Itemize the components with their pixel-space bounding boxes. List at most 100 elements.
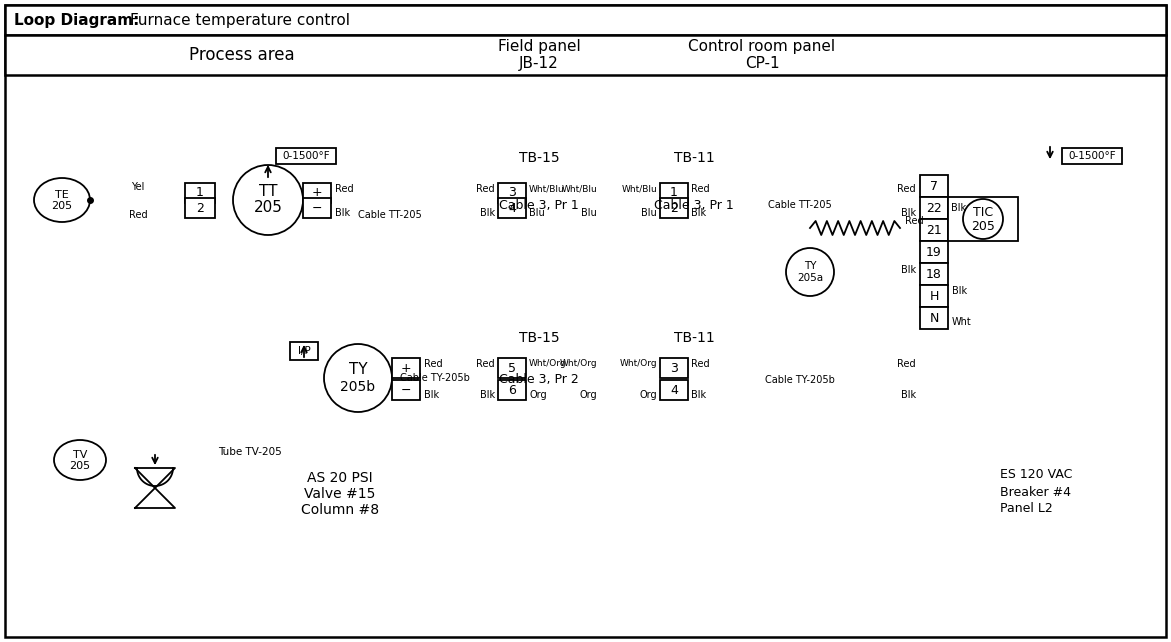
Text: Blk: Blk	[900, 265, 916, 275]
Text: Blk: Blk	[335, 208, 350, 218]
Text: 5: 5	[508, 361, 516, 374]
Text: 1: 1	[196, 186, 204, 200]
Text: TB-11: TB-11	[673, 151, 714, 165]
Text: N: N	[930, 311, 939, 324]
Text: AS 20 PSI: AS 20 PSI	[307, 471, 372, 485]
Text: Red: Red	[691, 359, 710, 369]
Text: Red: Red	[905, 216, 924, 226]
Text: Red: Red	[129, 210, 148, 220]
Text: Blk: Blk	[951, 203, 966, 213]
Ellipse shape	[54, 440, 107, 480]
Bar	[660, 358, 689, 378]
Bar	[5, 35, 1166, 75]
Text: H: H	[930, 290, 939, 302]
Bar	[660, 198, 689, 218]
Bar	[392, 380, 420, 400]
Bar	[920, 263, 949, 285]
Text: Org: Org	[639, 390, 657, 400]
Text: 22: 22	[926, 202, 941, 214]
Text: Red: Red	[897, 184, 916, 194]
Text: Wht/Org: Wht/Org	[529, 360, 567, 369]
Bar	[498, 358, 526, 378]
Text: Field panel
JB-12: Field panel JB-12	[498, 39, 581, 71]
Text: 4: 4	[670, 383, 678, 397]
Text: Blk: Blk	[691, 208, 706, 218]
Text: Panel L2: Panel L2	[1000, 503, 1053, 516]
Bar	[1062, 148, 1122, 164]
Text: 21: 21	[926, 223, 941, 236]
Text: Red: Red	[424, 359, 443, 369]
Bar	[920, 219, 949, 241]
Ellipse shape	[324, 344, 392, 412]
Text: Org: Org	[529, 390, 547, 400]
Text: Blk: Blk	[900, 208, 916, 218]
Bar	[290, 342, 319, 360]
Text: Cable TT-205: Cable TT-205	[358, 210, 422, 220]
Text: Cable TT-205: Cable TT-205	[768, 200, 831, 210]
Text: Cable TY-205b: Cable TY-205b	[765, 375, 835, 385]
Text: Blu: Blu	[581, 208, 597, 218]
Text: 205: 205	[254, 200, 282, 216]
Bar	[920, 197, 949, 219]
Text: 205: 205	[971, 220, 995, 232]
Text: −: −	[311, 202, 322, 214]
Bar	[276, 148, 336, 164]
Text: 18: 18	[926, 268, 941, 281]
Text: Cable TY-205b: Cable TY-205b	[400, 373, 470, 383]
Text: I/P: I/P	[297, 346, 310, 356]
Text: Red: Red	[477, 184, 495, 194]
Bar	[920, 241, 949, 263]
Text: Blu: Blu	[642, 208, 657, 218]
Text: −: −	[400, 383, 411, 397]
Bar	[5, 5, 1166, 35]
Text: Control room panel
CP-1: Control room panel CP-1	[689, 39, 836, 71]
Text: Blk: Blk	[691, 390, 706, 400]
Bar	[185, 183, 215, 203]
Bar	[498, 380, 526, 400]
Text: Blu: Blu	[529, 208, 545, 218]
Bar	[185, 198, 215, 218]
Text: 205a: 205a	[797, 273, 823, 283]
Text: 6: 6	[508, 383, 516, 397]
Text: 0-1500°F: 0-1500°F	[1068, 151, 1116, 161]
Text: TY: TY	[803, 261, 816, 271]
Text: Wht/Org: Wht/Org	[560, 360, 597, 369]
Text: Red: Red	[691, 184, 710, 194]
Text: Furnace temperature control: Furnace temperature control	[130, 12, 350, 28]
Text: TV: TV	[73, 450, 87, 460]
Bar	[303, 183, 331, 203]
Text: TIC: TIC	[973, 205, 993, 218]
Text: TB-15: TB-15	[519, 331, 560, 345]
Text: TB-11: TB-11	[673, 331, 714, 345]
Text: Blk: Blk	[900, 390, 916, 400]
Text: TE: TE	[55, 190, 69, 200]
Text: 3: 3	[670, 361, 678, 374]
Text: Blk: Blk	[952, 286, 967, 296]
Text: 2: 2	[670, 202, 678, 214]
Text: 205b: 205b	[341, 380, 376, 394]
Text: Column #8: Column #8	[301, 503, 379, 517]
Bar	[920, 175, 949, 197]
Text: Wht/Org: Wht/Org	[619, 360, 657, 369]
Text: Valve #15: Valve #15	[304, 487, 376, 501]
Text: Cable 3, Pr 2: Cable 3, Pr 2	[499, 374, 578, 386]
Bar	[498, 183, 526, 203]
Text: 19: 19	[926, 245, 941, 259]
Text: 4: 4	[508, 202, 516, 214]
Ellipse shape	[34, 178, 90, 222]
Text: 205: 205	[52, 201, 73, 211]
Bar	[392, 358, 420, 378]
Text: Tube TV-205: Tube TV-205	[218, 447, 282, 457]
Text: Blk: Blk	[480, 208, 495, 218]
Text: Blk: Blk	[480, 390, 495, 400]
Text: Red: Red	[897, 359, 916, 369]
Text: Red: Red	[335, 184, 354, 194]
Text: Red: Red	[477, 359, 495, 369]
Bar	[920, 307, 949, 329]
Text: 2: 2	[196, 202, 204, 214]
Bar	[920, 285, 949, 307]
Text: 3: 3	[508, 186, 516, 200]
Text: 1: 1	[670, 186, 678, 200]
Bar	[303, 198, 331, 218]
Text: 205: 205	[69, 461, 90, 471]
